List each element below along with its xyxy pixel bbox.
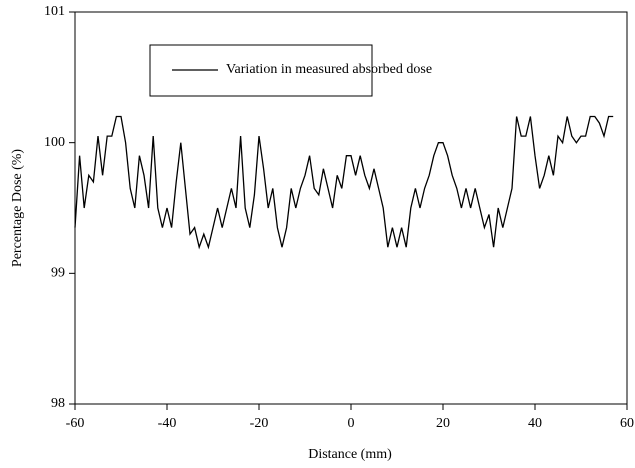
- x-tick-label: 0: [348, 416, 355, 431]
- y-tick-label: 98: [51, 396, 65, 411]
- x-tick-label: 60: [620, 416, 634, 431]
- legend-label: Variation in measured absorbed dose: [226, 62, 432, 77]
- y-tick-label: 101: [44, 4, 65, 19]
- data-line: [74, 115, 614, 250]
- x-tick-label: -60: [66, 416, 85, 431]
- x-tick-label: 40: [528, 416, 542, 431]
- x-tick-label: -40: [158, 416, 177, 431]
- x-axis-label: Distance (mm): [308, 447, 392, 462]
- y-tick-label: 99: [51, 266, 65, 281]
- x-tick-label: 20: [436, 416, 450, 431]
- y-axis-label: Percentage Dose (%): [10, 149, 25, 268]
- y-tick-label: 100: [44, 135, 65, 150]
- x-tick-label: -20: [250, 416, 269, 431]
